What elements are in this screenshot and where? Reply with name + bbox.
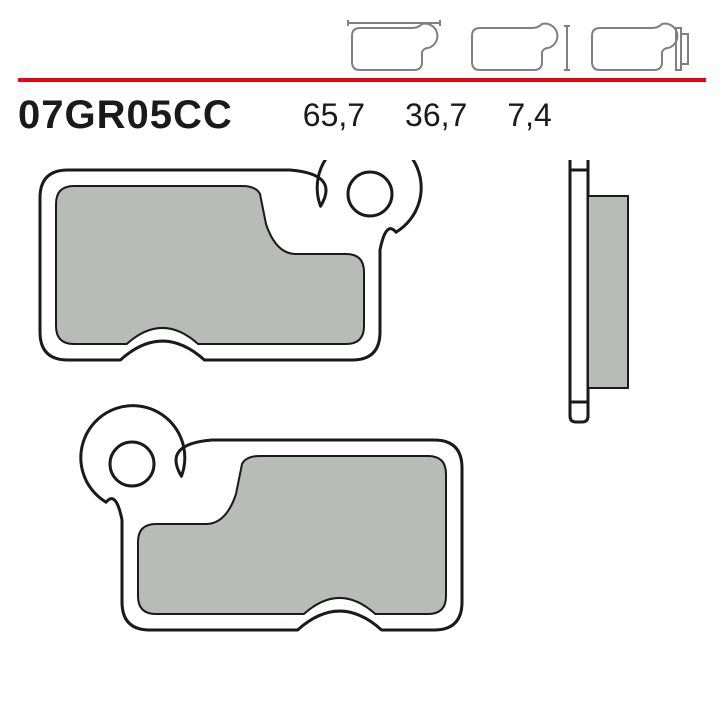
divider-line [18, 78, 706, 82]
dimensions-group: 65,7 36,7 7,4 [303, 97, 552, 134]
product-code: 07GR05CC [18, 93, 233, 138]
dimension-icons-row [0, 18, 724, 74]
thickness-dimension-icon [582, 18, 690, 74]
dimension-height: 36,7 [405, 97, 467, 134]
dimension-width: 65,7 [303, 97, 365, 134]
dimension-thick: 7,4 [507, 97, 551, 134]
width-dimension-icon [342, 18, 450, 74]
technical-drawing [0, 160, 724, 720]
spec-row: 07GR05CC 65,7 36,7 7,4 [18, 90, 706, 140]
height-dimension-icon [462, 18, 570, 74]
